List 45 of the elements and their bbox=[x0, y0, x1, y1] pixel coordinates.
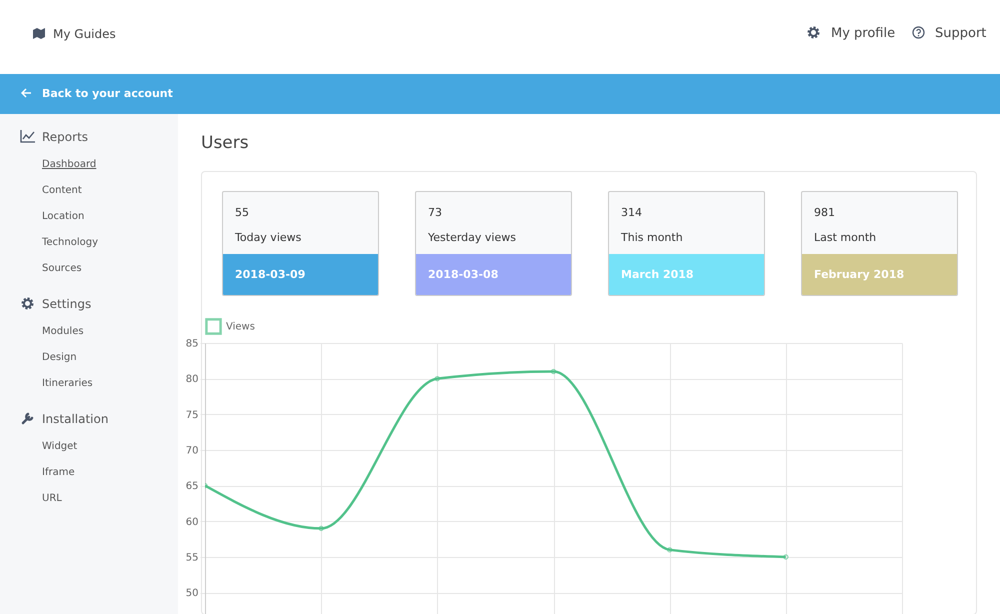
y-tick-label: 75 bbox=[186, 410, 198, 421]
text: Reports bbox=[42, 130, 88, 144]
text: Design bbox=[42, 352, 77, 363]
text: Modules bbox=[42, 326, 84, 337]
text: Today views bbox=[235, 231, 302, 244]
y-tick-label: 55 bbox=[186, 552, 198, 564]
category-label: 2018-03-09 bbox=[223, 254, 378, 295]
text: 73 bbox=[428, 206, 442, 219]
text: This month bbox=[621, 231, 683, 244]
y-tick-label: 80 bbox=[186, 374, 198, 386]
text: Last month bbox=[814, 231, 876, 244]
text: Location bbox=[42, 211, 84, 222]
y-tick-label: 65 bbox=[186, 481, 198, 492]
text: Widget bbox=[42, 441, 78, 452]
text: Iframe bbox=[42, 467, 75, 478]
text: Itineraries bbox=[42, 378, 93, 389]
y-tick-label: 85 bbox=[186, 338, 198, 350]
legend-label: Views bbox=[226, 322, 255, 332]
point bbox=[434, 376, 440, 382]
point bbox=[550, 368, 556, 374]
point bbox=[667, 547, 672, 552]
text: 981 bbox=[814, 206, 835, 219]
category-label: March 2018 bbox=[609, 254, 764, 295]
text: Content bbox=[42, 185, 82, 196]
category-label: 2018-03-08 bbox=[416, 254, 571, 295]
point bbox=[783, 554, 788, 560]
text: Support bbox=[935, 26, 986, 41]
text: 55 bbox=[235, 206, 249, 219]
text: Installation bbox=[42, 412, 108, 426]
text: URL bbox=[42, 493, 62, 504]
text: Settings bbox=[42, 297, 92, 311]
text: Users bbox=[201, 133, 249, 153]
point bbox=[318, 526, 324, 532]
text: My Guides bbox=[53, 27, 116, 41]
category-label: February 2018 bbox=[802, 254, 957, 295]
text: Sources bbox=[42, 263, 82, 274]
text: Back to your account bbox=[42, 87, 173, 100]
text: Yesterday views bbox=[428, 231, 516, 244]
y-tick-label: 70 bbox=[186, 445, 198, 456]
text: Dashboard bbox=[42, 159, 96, 170]
text: Technology bbox=[42, 237, 98, 248]
text: 314 bbox=[621, 206, 642, 219]
text: My profile bbox=[831, 26, 896, 41]
y-tick-label: 60 bbox=[186, 516, 198, 528]
y-tick-label: 50 bbox=[186, 588, 198, 600]
